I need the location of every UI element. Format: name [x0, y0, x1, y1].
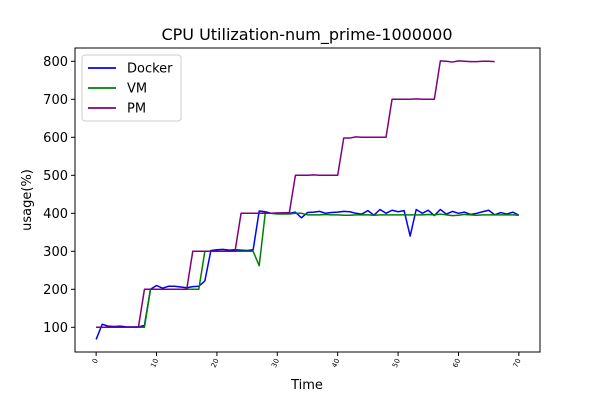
x-tick-label: 10	[149, 357, 160, 368]
x-tick-label: 20	[210, 357, 221, 368]
y-tick-label: 400	[43, 207, 68, 222]
legend-box	[81, 54, 182, 122]
legend-label-pm: PM	[127, 102, 146, 117]
y-tick-label: 800	[43, 55, 68, 70]
y-tick-label: 500	[43, 169, 68, 184]
y-axis: 100 200 300 400 500 600 700 800	[43, 55, 75, 336]
axes-frame	[74, 47, 541, 353]
legend-label-vm: VM	[127, 82, 147, 97]
legend-label-docker: Docker	[127, 62, 173, 77]
series-line-docker	[95, 208, 520, 340]
legend: Docker VM PM	[81, 54, 182, 122]
x-tick-label: 0	[91, 357, 100, 364]
x-tick-label: 40	[330, 357, 341, 368]
y-tick-label: 700	[43, 93, 68, 108]
x-axis: 0 10 20 30 40 50 60 70	[91, 352, 523, 369]
plot-area	[95, 60, 520, 340]
x-axis-label: Time	[290, 378, 323, 393]
x-tick-label: 70	[512, 357, 523, 368]
y-tick-label: 300	[43, 245, 68, 260]
series-line-pm	[96, 60, 495, 329]
x-tick-label: 30	[270, 357, 281, 368]
y-tick-label: 200	[43, 283, 68, 298]
chart-title: CPU Utilization-num_prime-1000000	[161, 25, 452, 45]
y-axis-label: usage(%)	[20, 169, 35, 231]
y-tick-label: 100	[43, 321, 68, 336]
y-tick-label: 600	[43, 131, 68, 146]
x-tick-label: 60	[451, 357, 462, 368]
x-tick-label: 50	[391, 357, 402, 368]
